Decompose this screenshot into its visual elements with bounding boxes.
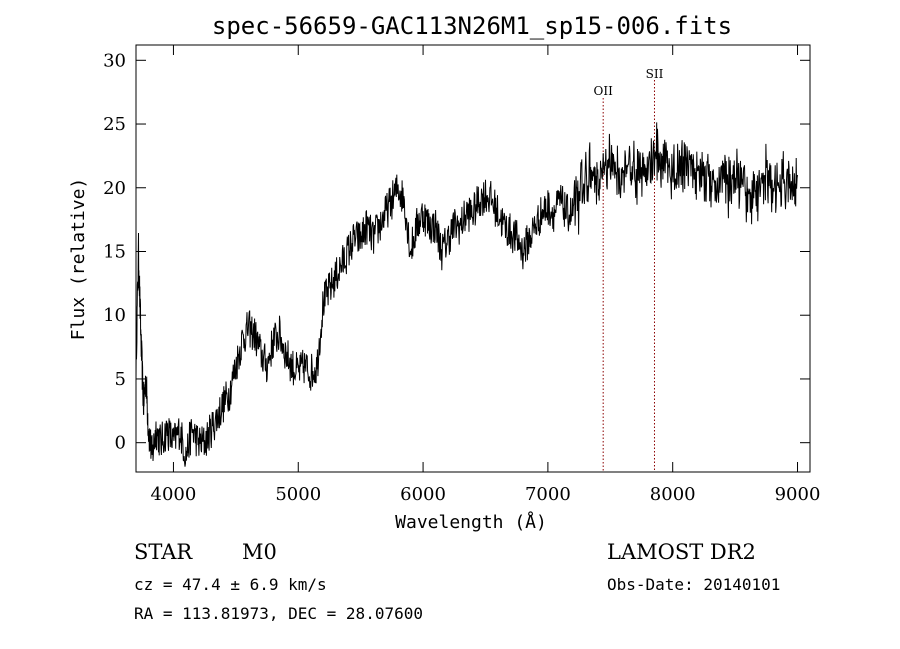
y-tick-label: 15 bbox=[103, 241, 126, 262]
y-tick-label: 25 bbox=[103, 114, 126, 135]
obs-date: Obs-Date: 20140101 bbox=[607, 575, 781, 594]
x-axis-label: Wavelength (Å) bbox=[395, 511, 547, 533]
y-tick-label: 30 bbox=[103, 50, 126, 71]
y-tick-label: 10 bbox=[103, 305, 126, 326]
chart-title: spec-56659-GAC113N26M1_sp15-006.fits bbox=[212, 12, 732, 40]
x-tick-label: 5000 bbox=[275, 484, 321, 505]
y-axis-label: Flux (relative) bbox=[68, 178, 89, 341]
emission-lines-layer: OII SII bbox=[594, 67, 664, 472]
x-tick-label: 8000 bbox=[650, 484, 696, 505]
plot-frame bbox=[135, 44, 811, 473]
spectrum-series-line bbox=[135, 122, 798, 467]
y-tick-label: 0 bbox=[115, 433, 126, 454]
x-tick-label: 7000 bbox=[525, 484, 571, 505]
coordinates: RA = 113.81973, DEC = 28.07600 bbox=[134, 604, 423, 623]
redshift-cz: cz = 47.4 ± 6.9 km/s bbox=[134, 575, 327, 594]
x-tick-label: 6000 bbox=[400, 484, 446, 505]
object-class: STAR bbox=[134, 540, 193, 564]
y-tick-label: 5 bbox=[115, 369, 126, 390]
axes-layer: 4000 5000 6000 7000 8000 9000 0 5 10 15 20 25 30 bbox=[103, 45, 820, 505]
x-tick-label: 9000 bbox=[775, 484, 821, 505]
y-tick-label: 20 bbox=[103, 178, 126, 199]
emission-line-label: SII bbox=[646, 67, 664, 81]
survey-name: LAMOST DR2 bbox=[607, 540, 756, 564]
object-subclass: M0 bbox=[242, 540, 277, 564]
x-tick-label: 4000 bbox=[151, 484, 197, 505]
emission-line-label: OII bbox=[594, 84, 614, 98]
